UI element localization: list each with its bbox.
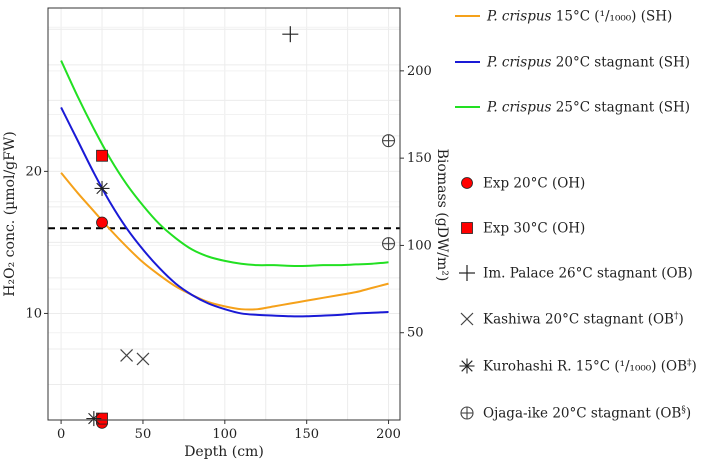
data-point-kashiwa: [136, 352, 150, 366]
marker-asterisk-ray: [88, 412, 100, 425]
legend-entry-kurohashi: Kurohashi R. 15°C (¹/₁₀₀₀) (OB‡): [459, 358, 697, 375]
legend-entry-impalace: Im. Palace 26°C stagnant (OB): [459, 265, 693, 282]
series-line-pc25: [60, 60, 389, 267]
legend-label-italic: P. crispus: [486, 100, 552, 116]
legend-label-italic: P. crispus: [486, 9, 552, 25]
marker-asterisk-ray: [96, 182, 108, 195]
legend-label: Kurohashi R. 15°C (¹/₁₀₀₀) (OB‡): [483, 359, 697, 375]
y-left-axis-label: H₂O₂ conc. (µmol/gFW): [2, 131, 18, 296]
marker-circle: [96, 216, 108, 229]
legend-entry-pc20: P. crispus 20°C stagnant (SH): [455, 55, 690, 71]
legend-label-superscript: ‡: [687, 359, 692, 369]
legend-label-text: Exp 30°C (OH): [483, 221, 585, 237]
data-point-exp20: [96, 216, 108, 229]
legend-label-text: Im. Palace 26°C stagnant (OB): [483, 266, 693, 282]
plot-frame: [47, 7, 401, 421]
legend-entry-kashiwa: Kashiwa 20°C stagnant (OB†): [460, 312, 684, 328]
legend-label: P. crispus 25°C stagnant (SH): [486, 100, 690, 116]
legend-label-text: Kurohashi R. 15°C (¹/₁₀₀₀) (OB: [483, 359, 687, 375]
data-point-kurohashi: [94, 180, 110, 196]
x-axis-label: Depth (cm): [184, 444, 264, 460]
legend-entry-exp30: Exp 30°C (OH): [461, 221, 585, 237]
legend-swatch-marker: [460, 406, 474, 420]
legend-entry-pc15: P. crispus 15°C (¹/₁₀₀₀) (SH): [455, 9, 672, 25]
legend-entry-ojaga: Ojaga-ike 20°C stagnant (OB§): [460, 406, 691, 422]
y-left-tick-label: 20: [25, 164, 42, 179]
series-line-pc15: [60, 172, 389, 311]
legend-label-text: 25°C stagnant (SH): [551, 100, 690, 116]
legend-label-close: ): [678, 312, 683, 328]
legend-swatch-marker: [460, 312, 474, 326]
legend-label: Im. Palace 26°C stagnant (OB): [483, 266, 693, 282]
legend-label: Exp 30°C (OH): [483, 221, 585, 237]
x-tick-label: 200: [376, 427, 401, 442]
grid-lines: [48, 8, 400, 420]
legend-swatch-marker: [459, 265, 475, 281]
legend-swatch-marker: [461, 222, 473, 234]
legend-label-text: Exp 20°C (OH): [483, 176, 585, 192]
legend-label-text: 20°C stagnant (SH): [551, 55, 690, 71]
legend-swatch-marker: [459, 358, 475, 374]
legend-label-text: Kashiwa 20°C stagnant (OB: [483, 312, 674, 328]
legend-label: P. crispus 15°C (¹/₁₀₀₀) (SH): [486, 9, 672, 25]
legend-label: P. crispus 20°C stagnant (SH): [486, 55, 690, 71]
marker-circle: [461, 177, 473, 189]
points-layer: [86, 26, 396, 429]
legend-label-close: ): [692, 359, 697, 375]
legend-entry-exp20: Exp 20°C (OH): [461, 176, 585, 192]
data-point-exp30: [96, 149, 108, 162]
y-right-tick-label: 200: [407, 64, 432, 79]
marker-square: [461, 222, 473, 234]
legend-label-superscript: †: [674, 312, 679, 322]
y-right-axis-label: Biomass (gDW/m²): [434, 149, 450, 282]
data-point-impalace: [282, 26, 299, 43]
marker-asterisk-ray: [461, 360, 473, 372]
legend-swatch-marker: [461, 177, 473, 189]
data-point-ojaga: [381, 134, 396, 148]
y-right-tick-label: 150: [407, 151, 432, 166]
x-tick-label: 150: [294, 427, 319, 442]
legend-label-italic: P. crispus: [486, 55, 552, 71]
series-layer: [48, 60, 400, 318]
series-line-pc20: [60, 107, 389, 318]
marker-cross-b: [136, 352, 150, 366]
x-tick-label: 0: [57, 427, 65, 442]
legend-label: Kashiwa 20°C stagnant (OB†): [483, 312, 684, 328]
legend-label-text: Ojaga-ike 20°C stagnant (OB: [483, 406, 681, 422]
y-left-tick-label: 10: [25, 306, 42, 321]
marker-cross-b: [460, 312, 474, 326]
x-tick-label: 100: [212, 427, 237, 442]
legend-entry-pc25: P. crispus 25°C stagnant (SH): [455, 100, 690, 116]
axes-layer: 0 50 100 150 200 Depth (cm) 10 20 H₂O₂ conc. (µm…: [2, 64, 450, 460]
marker-cross-b: [120, 348, 134, 362]
x-tick-label: 50: [135, 427, 152, 442]
data-point-ojaga: [381, 237, 396, 251]
legend-label: Ojaga-ike 20°C stagnant (OB§): [483, 406, 691, 422]
y-right-tick-label: 50: [407, 326, 424, 341]
legend-label: Exp 20°C (OH): [483, 176, 585, 192]
y-right-tick-label: 100: [407, 238, 432, 253]
legend-label-close: ): [686, 406, 691, 422]
legend-label-superscript: §: [681, 406, 686, 416]
legend-label-text: 15°C (¹/₁₀₀₀) (SH): [551, 9, 672, 25]
data-point-kashiwa: [120, 348, 134, 362]
data-point-kurohashi: [86, 411, 102, 427]
marker-square: [96, 149, 108, 162]
legend: P. crispus 15°C (¹/₁₀₀₀) (SH)P. crispus …: [455, 9, 697, 422]
